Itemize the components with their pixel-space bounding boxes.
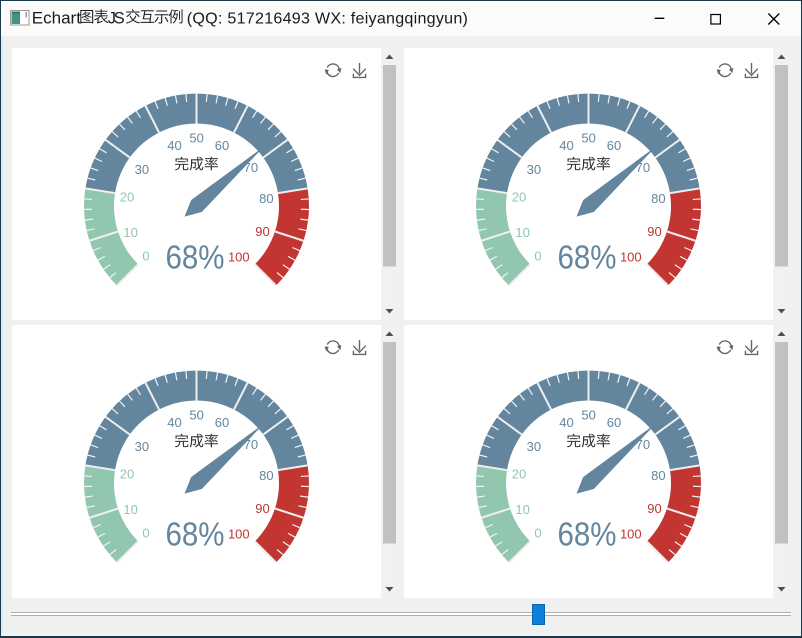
svg-text:20: 20 [120, 467, 134, 482]
svg-text:80: 80 [259, 191, 273, 206]
svg-text:50: 50 [581, 130, 595, 145]
svg-text:90: 90 [647, 501, 661, 516]
svg-text:68%: 68% [558, 239, 617, 276]
svg-text:100: 100 [228, 526, 250, 541]
svg-text:40: 40 [559, 138, 573, 153]
svg-text:30: 30 [135, 162, 149, 177]
svg-text:90: 90 [255, 501, 269, 516]
svg-text:40: 40 [167, 415, 181, 430]
svg-text:20: 20 [512, 190, 526, 205]
svg-text:100: 100 [620, 249, 642, 264]
svg-text:60: 60 [215, 138, 229, 153]
svg-text:20: 20 [120, 190, 134, 205]
svg-text:0: 0 [142, 525, 149, 540]
svg-text:10: 10 [123, 225, 137, 240]
svg-text:68%: 68% [166, 516, 225, 553]
svg-text:80: 80 [651, 468, 665, 483]
svg-text:100: 100 [228, 249, 250, 264]
svg-text:0: 0 [142, 248, 149, 263]
svg-text:80: 80 [259, 468, 273, 483]
svg-text:80: 80 [651, 191, 665, 206]
svg-text:68%: 68% [166, 239, 225, 276]
svg-text:100: 100 [620, 526, 642, 541]
svg-text:90: 90 [647, 224, 661, 239]
svg-text:60: 60 [607, 138, 621, 153]
svg-text:50: 50 [189, 130, 203, 145]
svg-text:JS: JS [108, 10, 125, 28]
svg-text:30: 30 [135, 439, 149, 454]
svg-text:30: 30 [527, 439, 541, 454]
svg-text:10: 10 [515, 502, 529, 517]
svg-text:10: 10 [123, 502, 137, 517]
svg-text:40: 40 [559, 415, 573, 430]
svg-text:10: 10 [515, 225, 529, 240]
svg-text:50: 50 [189, 407, 203, 422]
svg-text:20: 20 [512, 467, 526, 482]
svg-text:60: 60 [215, 415, 229, 430]
svg-text:68%: 68% [558, 516, 617, 553]
svg-text:30: 30 [527, 162, 541, 177]
svg-text:0: 0 [534, 525, 541, 540]
svg-text:(QQ: 517216493 WX: feiyangqing: (QQ: 517216493 WX: feiyangqingyun) [187, 10, 468, 28]
svg-text:40: 40 [167, 138, 181, 153]
svg-text:50: 50 [581, 407, 595, 422]
svg-text:60: 60 [607, 415, 621, 430]
svg-text:0: 0 [534, 248, 541, 263]
svg-text:90: 90 [255, 224, 269, 239]
svg-text:Echart: Echart [32, 9, 81, 28]
